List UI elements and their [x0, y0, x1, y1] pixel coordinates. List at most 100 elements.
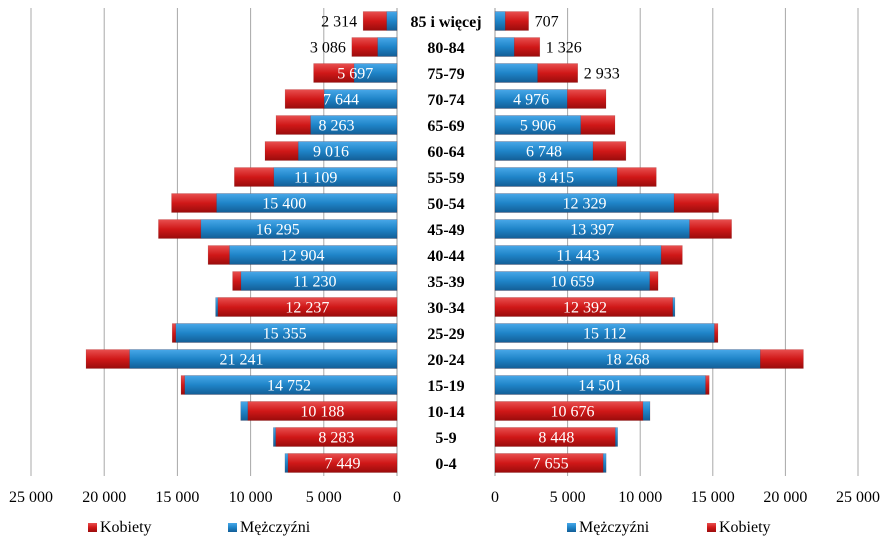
category-label: 0-4: [435, 456, 456, 473]
left-bar-kobiety: [217, 297, 398, 317]
right-bar-mezczyzni: [494, 37, 515, 57]
left-value-label: 9 016: [313, 144, 349, 161]
category-label: 85 i więcej: [410, 14, 481, 31]
left-tick-label: 15 000: [155, 489, 199, 506]
right-bar-mezczyzni: [494, 245, 662, 265]
left-value-label: 8 283: [318, 430, 354, 447]
left-bar-mezczyzni: [175, 323, 398, 343]
right-value-label: 1 326: [546, 40, 582, 57]
grid-lines: [30, 8, 859, 476]
left-bar-mezczyzni: [240, 271, 398, 291]
left-value-label: 5 697: [337, 66, 373, 83]
category-label: 10-14: [427, 404, 464, 421]
left-bar-mezczyzni: [297, 141, 398, 161]
left-bar-mezczyzni: [310, 115, 398, 135]
category-label: 20-24: [427, 352, 464, 369]
right-value-label: 4 976: [513, 92, 549, 109]
left-bar-mezczyzni: [273, 167, 398, 187]
left-bar-mezczyzni: [200, 219, 398, 239]
left-value-label: 8 263: [319, 118, 355, 135]
left-bar-mezczyzni: [353, 63, 398, 83]
left-bar-mezczyzni: [184, 375, 398, 395]
category-label: 65-69: [427, 118, 464, 135]
right-bar-mezczyzni: [494, 219, 690, 239]
right-value-label: 8 448: [538, 430, 574, 447]
left-legend-swatch-kobiety: [88, 523, 97, 532]
category-label: 15-19: [427, 378, 464, 395]
right-legend-label-kobiety: Kobiety: [719, 519, 771, 536]
right-tick-label: 25 000: [836, 489, 880, 506]
right-value-label: 7 655: [533, 456, 569, 473]
left-tick-label: 10 000: [229, 489, 273, 506]
right-value-label: 13 397: [570, 222, 614, 239]
left-bar-mezczyzni: [216, 193, 398, 213]
right-legend-swatch-mezczyzni: [567, 523, 576, 532]
left-value-label: 11 109: [294, 170, 337, 187]
right-value-label: 14 501: [578, 378, 622, 395]
category-labels: 0-4 5-9 10-14 15-19 20-24 25-29 30-34 35-39 40-4…: [410, 14, 481, 473]
right-value-label: 11 443: [556, 248, 599, 265]
right-bar-mezczyzni: [494, 63, 538, 83]
right-value-label: 8 415: [538, 170, 574, 187]
left-tick-label: 5 000: [306, 489, 342, 506]
right-bar-mezczyzni: [494, 141, 594, 161]
right-bar-kobiety: [494, 453, 604, 473]
right-bar-kobiety: [494, 401, 644, 421]
right-legend-label-mezczyzni: Mężczyźni: [579, 519, 650, 536]
right-tick-label: 10 000: [618, 489, 662, 506]
right-value-label: 15 112: [583, 326, 626, 343]
right-tick-label: 0: [491, 489, 499, 506]
right-bar-kobiety: [494, 427, 616, 447]
right-value-label: 10 659: [550, 274, 594, 291]
left-value-label: 12 904: [281, 248, 325, 265]
left-bar-mezczyzni: [377, 37, 398, 57]
right-bar-mezczyzni: [494, 167, 618, 187]
right-value-label: 5 906: [520, 118, 556, 135]
right-tick-label: 20 000: [763, 489, 807, 506]
left-bar-kobiety: [275, 427, 398, 447]
category-label: 35-39: [427, 274, 464, 291]
left-value-label: 3 086: [310, 40, 346, 57]
left-value-label: 7 644: [323, 92, 359, 109]
category-label: 55-59: [427, 170, 464, 187]
category-label: 25-29: [427, 326, 464, 343]
bars: [85, 11, 804, 473]
right-value-label: 12 392: [563, 300, 607, 317]
category-label: 50-54: [427, 196, 464, 213]
right-bar-mezczyzni: [494, 323, 715, 343]
right-value-label: 707: [535, 14, 559, 31]
left-bar-mezczyzni: [323, 89, 398, 109]
legends: Kobiety Mężczyźni Mężczyźni Kobiety: [88, 519, 771, 536]
right-value-label: 12 329: [563, 196, 607, 213]
left-value-label: 16 295: [256, 222, 300, 239]
category-label: 75-79: [427, 66, 464, 83]
left-tick-label: 25 000: [9, 489, 53, 506]
right-bar-mezczyzni: [494, 115, 582, 135]
left-legend-label-mezczyzni: Mężczyźni: [240, 519, 311, 536]
right-bar-mezczyzni: [494, 271, 651, 291]
left-bar-mezczyzni: [129, 349, 398, 369]
left-value-label: 10 188: [300, 404, 344, 421]
right-value-label: 10 676: [551, 404, 595, 421]
left-value-label: 15 400: [262, 196, 306, 213]
right-bar-mezczyzni: [494, 349, 761, 369]
right-bar-kobiety: [494, 297, 673, 317]
category-label: 60-64: [427, 144, 464, 161]
category-label: 5-9: [435, 430, 456, 447]
left-bar-kobiety: [287, 453, 398, 473]
right-tick-label: 15 000: [691, 489, 735, 506]
left-bar-mezczyzni: [386, 11, 398, 31]
right-bar-mezczyzni: [494, 193, 675, 213]
left-value-label: 21 241: [220, 352, 264, 369]
right-bar-mezczyzni: [494, 375, 706, 395]
tick-labels: 25 000 20 000 15 000 10 000 5 000 0 0 5 000 10 0…: [9, 489, 880, 506]
right-value-label: 18 268: [606, 352, 650, 369]
left-tick-label: 20 000: [82, 489, 126, 506]
right-legend-swatch-kobiety: [707, 523, 716, 532]
left-legend-label-kobiety: Kobiety: [100, 519, 152, 536]
right-value-label: 6 748: [526, 144, 562, 161]
left-value-label: 11 230: [293, 274, 336, 291]
right-bar-mezczyzni: [494, 11, 506, 31]
left-value-label: 14 752: [267, 378, 311, 395]
